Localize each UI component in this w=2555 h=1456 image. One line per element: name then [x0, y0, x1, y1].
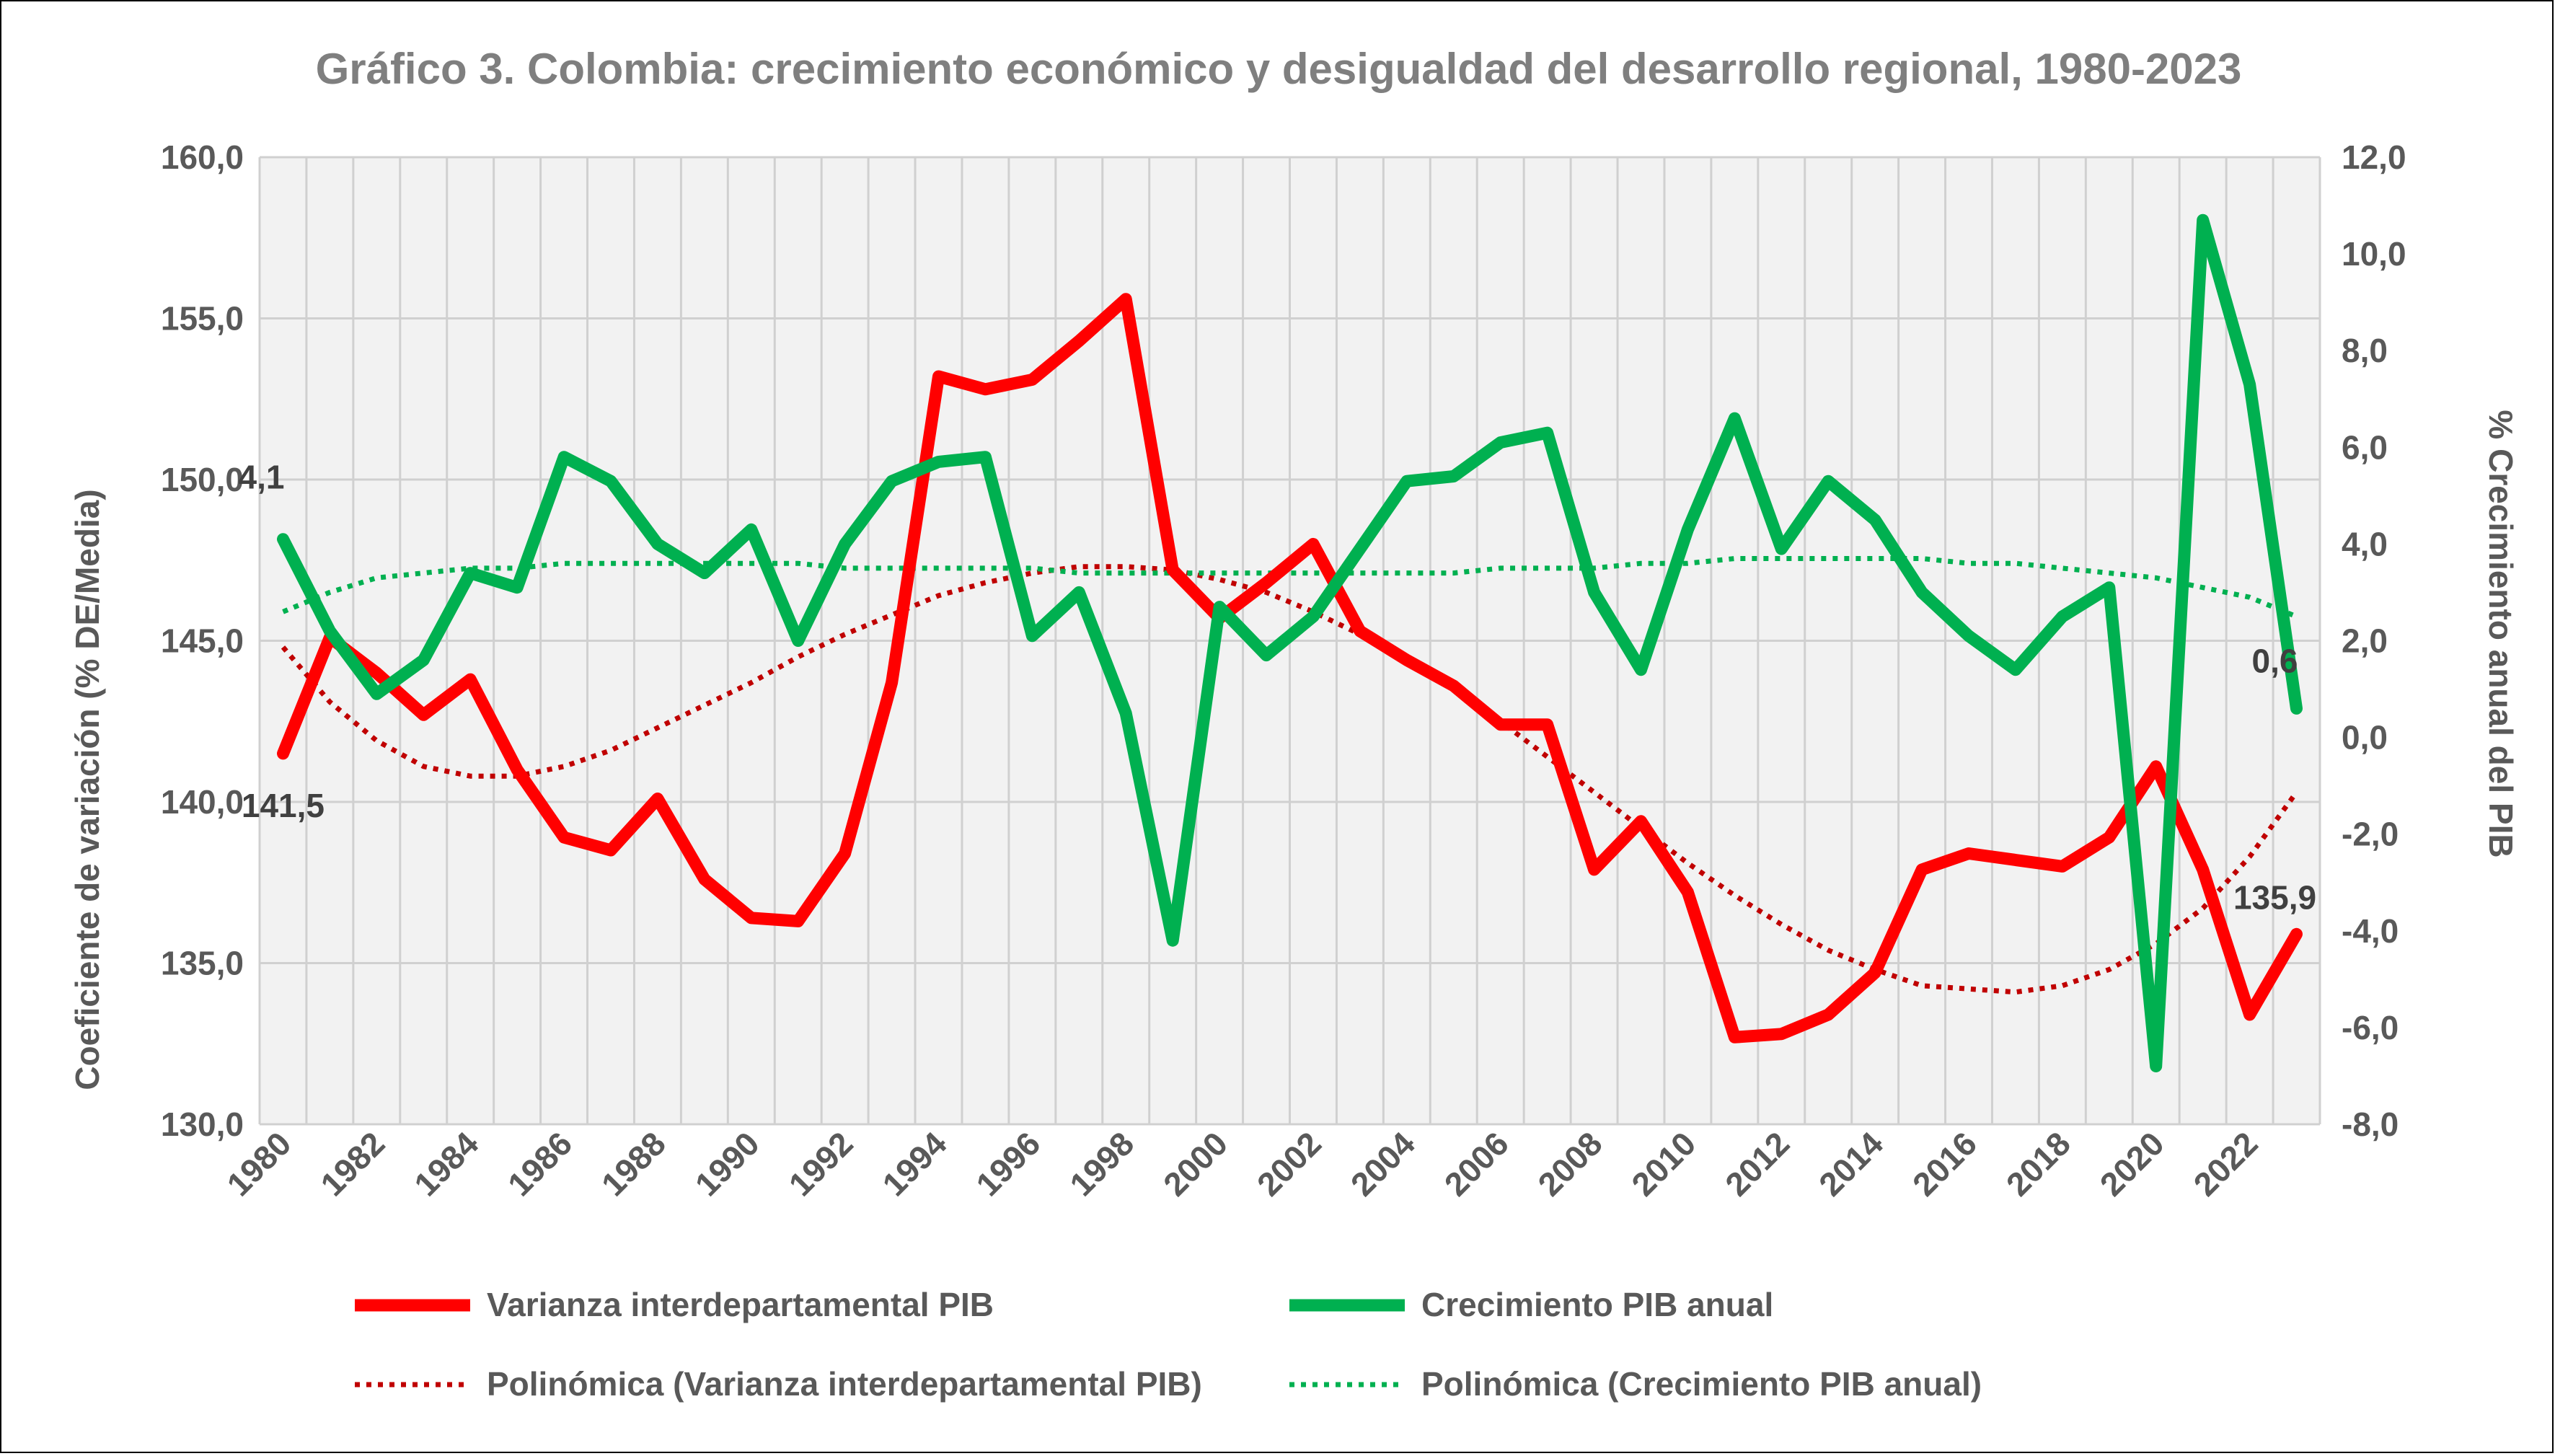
x-tick-label: 1992 — [782, 1124, 860, 1203]
x-tick-label: 1982 — [313, 1124, 392, 1203]
x-tick-label: 2020 — [2093, 1124, 2171, 1203]
x-tick-label: 2006 — [1437, 1124, 1516, 1203]
data-label: 0,6 — [2252, 642, 2298, 679]
trendlines — [281, 556, 2299, 995]
y-left-tick-label: 155,0 — [161, 300, 244, 337]
x-tick-label: 2018 — [1999, 1124, 2078, 1203]
y-right-tick-label: 10,0 — [2342, 235, 2406, 273]
x-tick-label: 2000 — [1156, 1124, 1235, 1203]
x-tick-label: 1984 — [407, 1124, 485, 1203]
x-tick-label: 2002 — [1250, 1124, 1328, 1203]
y-right-tick-label: -8,0 — [2342, 1106, 2399, 1143]
x-ticks: 1980 1982 1984 1986 1988 1990 1992 1994 1996 1998… — [219, 1124, 2264, 1203]
y-left-tick-label: 140,0 — [161, 783, 244, 821]
data-label: 135,9 — [2233, 878, 2316, 916]
x-tick-label: 1990 — [688, 1124, 767, 1203]
data-labels: 141,5 135,9 4,1 0,6 — [238, 459, 2316, 917]
chart-title: Gráfico 3. Colombia: crecimiento económi… — [316, 45, 2242, 93]
y-right-ticks: -8,0 -6,0 -4,0 -2,0 0,0 2,0 4,0 6,0 8,0 10,0 12,0 — [2342, 138, 2406, 1143]
series-line-3 — [282, 556, 2298, 619]
y-right-tick-label: 2,0 — [2342, 622, 2388, 660]
data-label: 4,1 — [238, 459, 284, 496]
legend-label: Polinómica (Crecimiento PIB anual) — [1421, 1365, 1982, 1403]
data-label: 141,5 — [242, 787, 325, 824]
y-left-tick-label: 150,0 — [161, 461, 244, 498]
x-tick-label: 1998 — [1062, 1124, 1141, 1203]
y-left-tick-label: 135,0 — [161, 945, 244, 982]
y-left-tick-label: 160,0 — [161, 138, 244, 176]
x-tick-label: 2010 — [1624, 1124, 1703, 1203]
x-tick-label: 1996 — [968, 1124, 1047, 1203]
y-right-tick-label: -4,0 — [2342, 912, 2399, 950]
legend: Varianza interdepartamental PIB Crecimien… — [355, 1286, 1982, 1403]
y-axis-title-right: % Crecimiento anual del PIB — [2482, 410, 2520, 857]
x-tick-label: 2014 — [1812, 1124, 1890, 1203]
y-right-tick-label: 12,0 — [2342, 138, 2406, 176]
y-right-tick-label: 6,0 — [2342, 428, 2388, 466]
y-right-tick-label: 0,0 — [2342, 719, 2388, 756]
x-tick-label: 2022 — [2186, 1124, 2265, 1203]
y-right-tick-label: -6,0 — [2342, 1009, 2399, 1046]
x-tick-label: 1988 — [594, 1124, 673, 1203]
series-line-2 — [281, 564, 2299, 995]
x-tick-label: 1986 — [500, 1124, 579, 1203]
y-right-tick-label: -2,0 — [2342, 816, 2399, 853]
x-tick-label: 2016 — [1905, 1124, 1984, 1203]
x-tick-label: 2012 — [1718, 1124, 1796, 1203]
series-line-0 — [277, 293, 2303, 1044]
x-tick-label: 2008 — [1530, 1124, 1609, 1203]
y-left-tick-label: 130,0 — [161, 1106, 244, 1143]
y-left-ticks: 130,0 135,0 140,0 145,0 150,0 155,0 160,0 — [161, 138, 244, 1143]
y-left-tick-label: 145,0 — [161, 622, 244, 660]
y-axis-title-left: Coeficiente de variación (% DE/Media) — [69, 489, 106, 1090]
series-line-1 — [277, 213, 2303, 1072]
legend-label: Crecimiento PIB anual — [1421, 1286, 1773, 1323]
series-lines — [277, 213, 2303, 1072]
x-tick-label: 1994 — [875, 1124, 953, 1203]
legend-label: Varianza interdepartamental PIB — [487, 1286, 994, 1323]
y-right-tick-label: 8,0 — [2342, 332, 2388, 369]
legend-label: Polinómica (Varianza interdepartamental … — [487, 1365, 1202, 1403]
y-right-tick-label: 4,0 — [2342, 525, 2388, 562]
x-tick-label: 2004 — [1343, 1124, 1422, 1203]
